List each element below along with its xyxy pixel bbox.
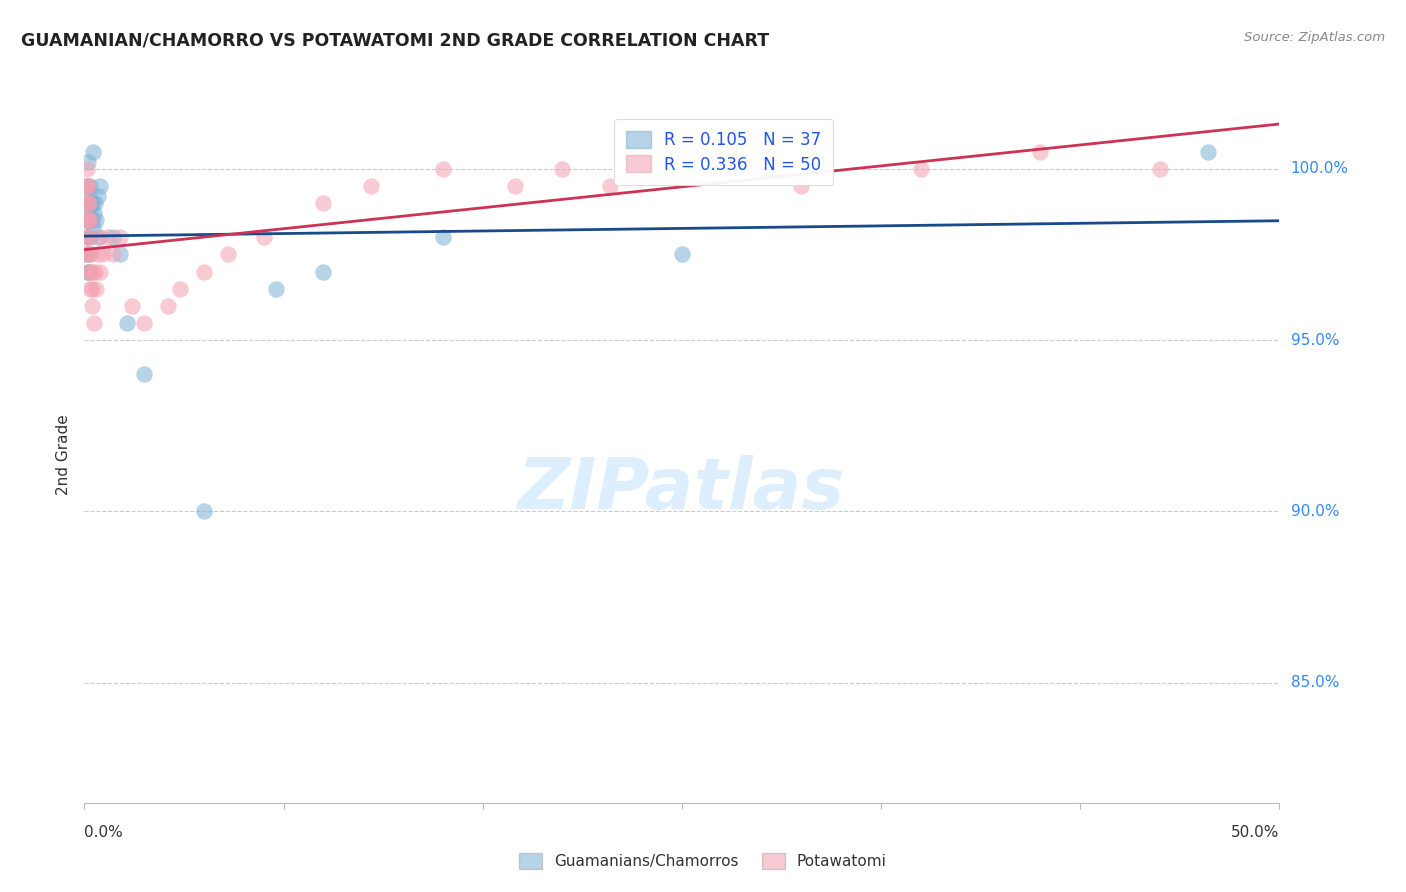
Point [76, 196, 98, 211]
Text: 90.0%: 90.0% [1291, 504, 1339, 519]
Point [599, 178, 621, 193]
Point [1029, 145, 1052, 159]
Point [75, 213, 97, 227]
Point [75, 178, 97, 193]
Point [82, 219, 104, 234]
Point [80, 247, 103, 261]
Point [79, 282, 101, 296]
Point [75, 247, 97, 261]
Point [76, 178, 98, 193]
Text: 100.0%: 100.0% [1291, 161, 1348, 177]
Point [503, 178, 526, 193]
Point [110, 247, 132, 261]
Point [76, 264, 98, 278]
Text: GUAMANIAN/CHAMORRO VS POTAWATOMI 2ND GRADE CORRELATION CHART: GUAMANIAN/CHAMORRO VS POTAWATOMI 2ND GRA… [21, 31, 769, 49]
Text: 85.0%: 85.0% [1291, 675, 1339, 690]
Point [84, 264, 107, 278]
Point [76, 230, 98, 244]
Point [217, 247, 239, 261]
Point [79, 189, 101, 203]
Point [76, 161, 98, 176]
Point [86, 282, 108, 296]
Point [76, 178, 98, 193]
Point [80, 196, 103, 211]
Point [80, 213, 103, 227]
Point [1149, 161, 1171, 176]
Point [157, 299, 180, 313]
Text: Source: ZipAtlas.com: Source: ZipAtlas.com [1244, 31, 1385, 45]
Point [79, 213, 101, 227]
Point [76, 196, 98, 211]
Point [551, 161, 574, 176]
Point [312, 196, 335, 211]
Text: 0.0%: 0.0% [84, 825, 124, 840]
Point [253, 230, 276, 244]
Point [77, 213, 100, 227]
Point [79, 213, 101, 227]
Point [79, 230, 101, 244]
Point [80, 299, 103, 313]
Point [76, 213, 98, 227]
Point [193, 504, 215, 518]
Point [76, 178, 98, 193]
Text: ZIPatlas: ZIPatlas [519, 455, 845, 524]
Point [312, 264, 335, 278]
Point [77, 247, 100, 261]
Point [80, 282, 103, 296]
Point [77, 196, 100, 211]
Point [87, 230, 110, 244]
Point [80, 196, 103, 211]
Point [790, 178, 813, 193]
Point [110, 230, 132, 244]
Text: 50.0%: 50.0% [1232, 825, 1279, 840]
Point [101, 230, 124, 244]
Point [79, 264, 101, 278]
Text: 95.0%: 95.0% [1291, 333, 1339, 348]
Point [89, 178, 111, 193]
Point [75, 247, 97, 261]
Point [77, 264, 100, 278]
Point [89, 264, 111, 278]
Point [77, 264, 100, 278]
Point [77, 154, 100, 169]
Point [86, 213, 108, 227]
Point [671, 247, 693, 261]
Y-axis label: 2nd Grade: 2nd Grade [56, 415, 72, 495]
Point [169, 282, 191, 296]
Point [1197, 145, 1219, 159]
Point [264, 282, 287, 296]
Point [360, 178, 382, 193]
Point [82, 145, 104, 159]
Point [77, 213, 100, 227]
Point [83, 206, 105, 220]
Point [910, 161, 932, 176]
Point [671, 145, 693, 159]
Point [121, 299, 143, 313]
Point [76, 230, 98, 244]
Point [82, 264, 104, 278]
Point [101, 247, 124, 261]
Point [83, 316, 105, 330]
Legend: Guamanians/Chamorros, Potawatomi: Guamanians/Chamorros, Potawatomi [513, 847, 893, 875]
Point [117, 316, 139, 330]
Point [132, 368, 156, 382]
Point [77, 230, 100, 244]
Point [75, 213, 97, 227]
Legend: R = 0.105   N = 37, R = 0.336   N = 50: R = 0.105 N = 37, R = 0.336 N = 50 [614, 119, 834, 186]
Point [87, 230, 110, 244]
Point [132, 316, 156, 330]
Point [79, 178, 101, 193]
Point [86, 189, 108, 203]
Point [77, 196, 100, 211]
Point [77, 196, 100, 211]
Point [193, 264, 215, 278]
Point [432, 161, 454, 176]
Point [77, 202, 100, 217]
Point [93, 247, 115, 261]
Point [97, 230, 120, 244]
Point [432, 230, 454, 244]
Point [84, 196, 107, 211]
Point [86, 247, 108, 261]
Point [77, 247, 100, 261]
